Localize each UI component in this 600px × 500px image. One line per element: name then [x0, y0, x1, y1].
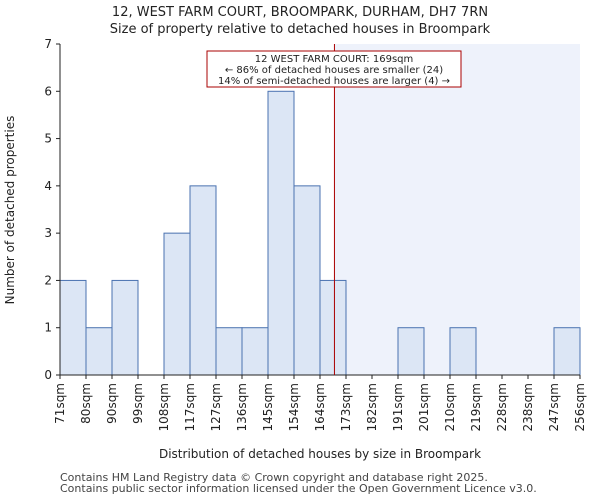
x-tick-label: 191sqm	[391, 383, 405, 431]
x-tick-label: 80sqm	[79, 383, 93, 424]
y-tick-label: 0	[44, 368, 52, 382]
x-tick-label: 219sqm	[469, 383, 483, 431]
bar	[111, 279, 139, 376]
annotation-box	[206, 50, 462, 88]
bar	[319, 279, 347, 376]
footer-line-2: Contains public sector information licen…	[60, 482, 537, 495]
x-tick-label: 201sqm	[417, 383, 431, 431]
x-tick-label: 108sqm	[157, 383, 171, 431]
chart-subtitle: Size of property relative to detached ho…	[110, 22, 491, 37]
bar	[553, 327, 581, 376]
y-tick-label: 5	[44, 132, 52, 146]
bar	[267, 90, 295, 376]
bar	[449, 327, 477, 376]
y-tick-label: 7	[44, 37, 52, 51]
bar	[215, 327, 243, 376]
x-tick-label: 117sqm	[183, 383, 197, 431]
x-tick-label: 164sqm	[313, 383, 327, 431]
y-tick-label: 4	[44, 179, 52, 193]
y-tick-label: 1	[44, 321, 52, 335]
x-tick-label: 247sqm	[547, 383, 561, 431]
bar	[189, 185, 217, 376]
bar	[241, 327, 269, 376]
x-tick-label: 173sqm	[339, 383, 353, 431]
bar	[163, 232, 191, 376]
x-tick-label: 182sqm	[365, 383, 379, 431]
footer-attribution: Contains HM Land Registry data © Crown c…	[60, 472, 537, 494]
bar	[85, 327, 113, 376]
bar	[397, 327, 425, 376]
bar	[293, 185, 321, 376]
x-tick-label: 256sqm	[573, 383, 587, 431]
x-tick-label: 154sqm	[287, 383, 301, 431]
bar	[59, 279, 87, 376]
annotation-line-1: 12 WEST FARM COURT: 169sqm	[255, 54, 414, 65]
x-tick-label: 145sqm	[261, 383, 275, 431]
chart-title: 12, WEST FARM COURT, BROOMPARK, DURHAM, …	[112, 5, 488, 20]
x-tick-label: 210sqm	[443, 383, 457, 431]
x-tick-label: 71sqm	[53, 383, 67, 424]
y-tick-label: 2	[44, 273, 52, 287]
y-tick-label: 3	[44, 226, 52, 240]
x-tick-label: 99sqm	[131, 383, 145, 424]
x-tick-label: 136sqm	[235, 383, 249, 431]
annotation-line-2: ← 86% of detached houses are smaller (24…	[225, 65, 443, 76]
highlight-region	[334, 44, 580, 375]
x-tick-label: 90sqm	[105, 383, 119, 424]
annotation-line-3: 14% of semi-detached houses are larger (…	[218, 76, 450, 87]
y-tick-label: 6	[44, 84, 52, 98]
x-tick-label: 127sqm	[209, 383, 223, 431]
y-axis-label: Number of detached properties	[3, 116, 17, 305]
x-tick-label: 238sqm	[521, 383, 535, 431]
x-axis-label: Distribution of detached houses by size …	[159, 447, 481, 461]
x-tick-label: 228sqm	[495, 383, 509, 431]
footer-line-1: Contains HM Land Registry data © Crown c…	[60, 471, 488, 484]
